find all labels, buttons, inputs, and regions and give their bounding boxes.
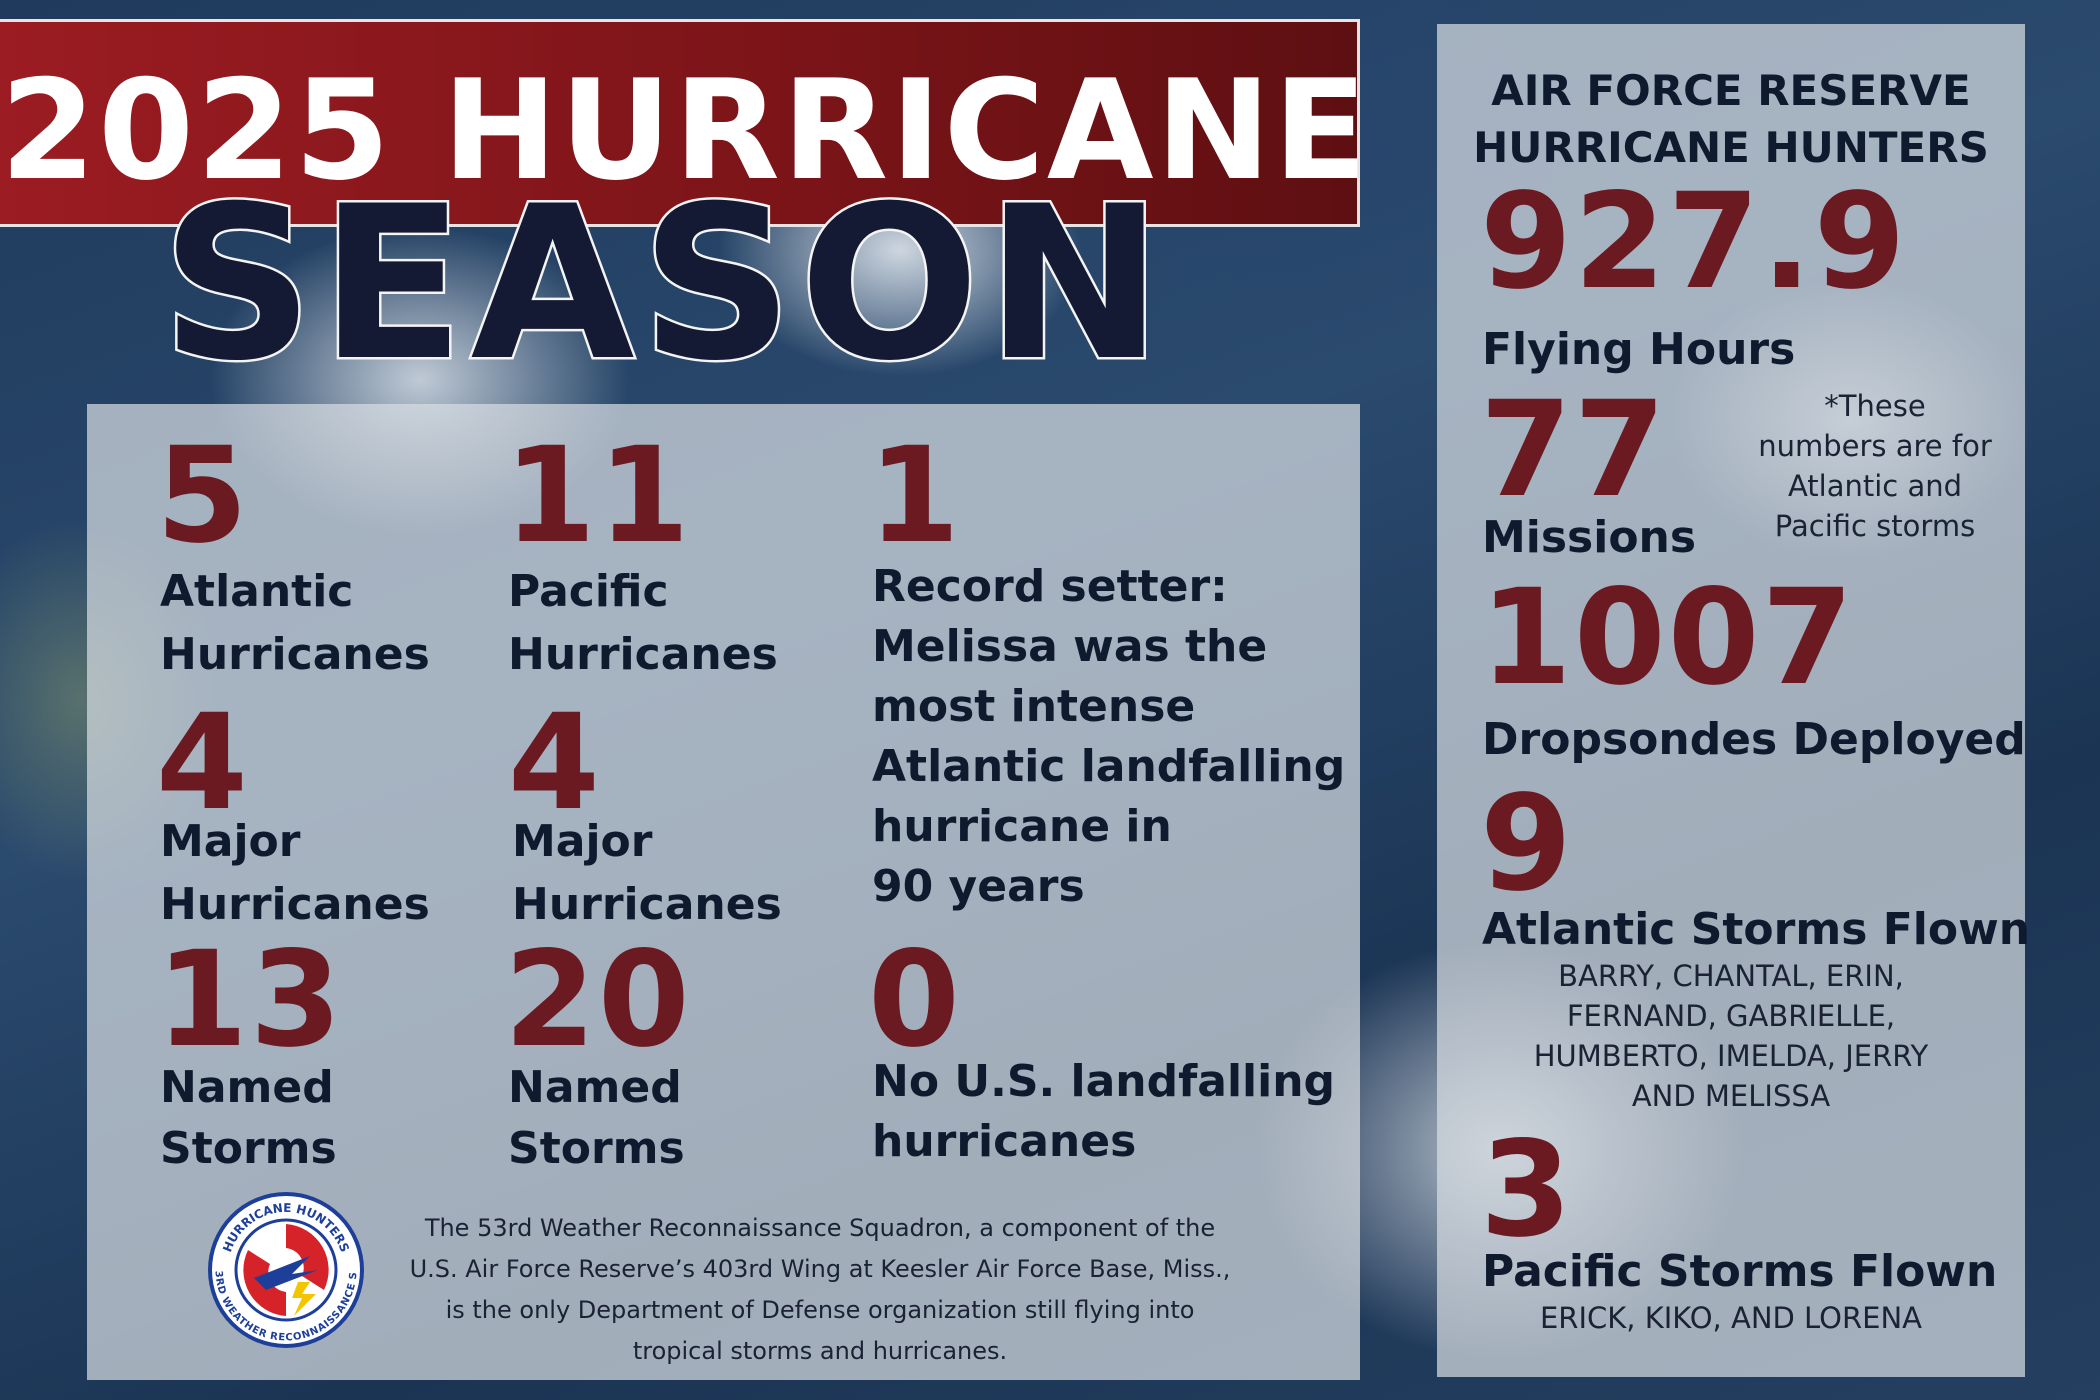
footer-text: tropical storms and hurricanes. [632, 1337, 1008, 1365]
storm-names: AND MELISSA [1631, 1079, 1831, 1113]
right-stat-label: Atlantic Storms Flown [1482, 904, 2031, 955]
stat-label: hurricanes [872, 1116, 1137, 1167]
stat-number: 4 [156, 686, 250, 840]
storm-names: ERICK, KIKO, AND LORENA [1539, 1301, 1923, 1335]
note-text: Atlantic and [1787, 469, 1963, 503]
footer-text: U.S. Air Force Reserve’s 403rd Wing at K… [409, 1255, 1231, 1283]
stat-label: Major [512, 816, 653, 867]
stat-number: 11 [504, 419, 692, 573]
right-title: HURRICANE HUNTERS [1473, 123, 1989, 172]
storm-names: FERNAND, GABRIELLE, [1566, 999, 1896, 1033]
stat-label: 90 years [872, 861, 1085, 912]
stat-number: 13 [156, 923, 344, 1077]
stat-number: 4 [508, 686, 602, 840]
right-stat-number: 77 [1480, 373, 1668, 527]
stat-number: 0 [868, 923, 962, 1077]
title-line-2: SEASON [159, 160, 1169, 407]
footer-text: The 53rd Weather Reconnaissance Squadron… [424, 1214, 1216, 1242]
right-panel [1437, 24, 2025, 1377]
stat-label: Record setter: [872, 561, 1228, 612]
storm-names: HUMBERTO, IMELDA, JERRY [1533, 1039, 1929, 1073]
right-stat-label: Dropsondes Deployed [1482, 714, 2026, 765]
right-stat-number: 3 [1480, 1113, 1574, 1267]
note-text: *These [1824, 389, 1926, 423]
title-banner [0, 19, 1360, 227]
stat-number: 20 [504, 923, 692, 1077]
stat-label: Pacific [508, 566, 669, 617]
stat-label: Melissa was the [872, 621, 1268, 672]
right-stat-number: 927.9 [1480, 165, 1908, 319]
footer-text: is the only Department of Defense organi… [445, 1296, 1195, 1324]
right-stat-label: Missions [1482, 512, 1697, 563]
stat-label: Hurricanes [160, 879, 430, 930]
stat-label: No U.S. landfalling [872, 1056, 1336, 1107]
stat-number: 5 [156, 419, 250, 573]
stat-number: 1 [868, 419, 962, 573]
title-line-1: 2025 HURRICANE [0, 50, 1370, 211]
right-stat-label: Flying Hours [1482, 324, 1796, 375]
stat-label: Storms [508, 1123, 685, 1174]
stat-label: hurricane in [872, 801, 1172, 852]
stat-label: Named [508, 1062, 682, 1113]
stat-label: Storms [160, 1123, 337, 1174]
right-stat-number: 9 [1480, 767, 1574, 921]
stat-label: most intense [872, 681, 1196, 732]
stat-label: Hurricanes [508, 629, 778, 680]
note-text: numbers are for [1758, 429, 1992, 463]
stat-label: Atlantic [160, 566, 354, 617]
stat-label: Atlantic landfalling [872, 741, 1346, 792]
stat-label: Hurricanes [160, 629, 430, 680]
note-text: Pacific storms [1774, 509, 1976, 543]
right-title: AIR FORCE RESERVE [1491, 66, 1971, 115]
squadron-logo: HURRICANE HUNTERS 53RD WEATHER RECONNAIS… [206, 1190, 364, 1348]
stat-label: Hurricanes [512, 879, 782, 930]
stat-label: Named [160, 1062, 334, 1113]
right-stat-label: Pacific Storms Flown [1482, 1246, 1998, 1297]
right-stat-number: 1007 [1480, 561, 1856, 715]
storm-names: BARRY, CHANTAL, ERIN, [1558, 959, 1904, 993]
stat-label: Major [160, 816, 301, 867]
